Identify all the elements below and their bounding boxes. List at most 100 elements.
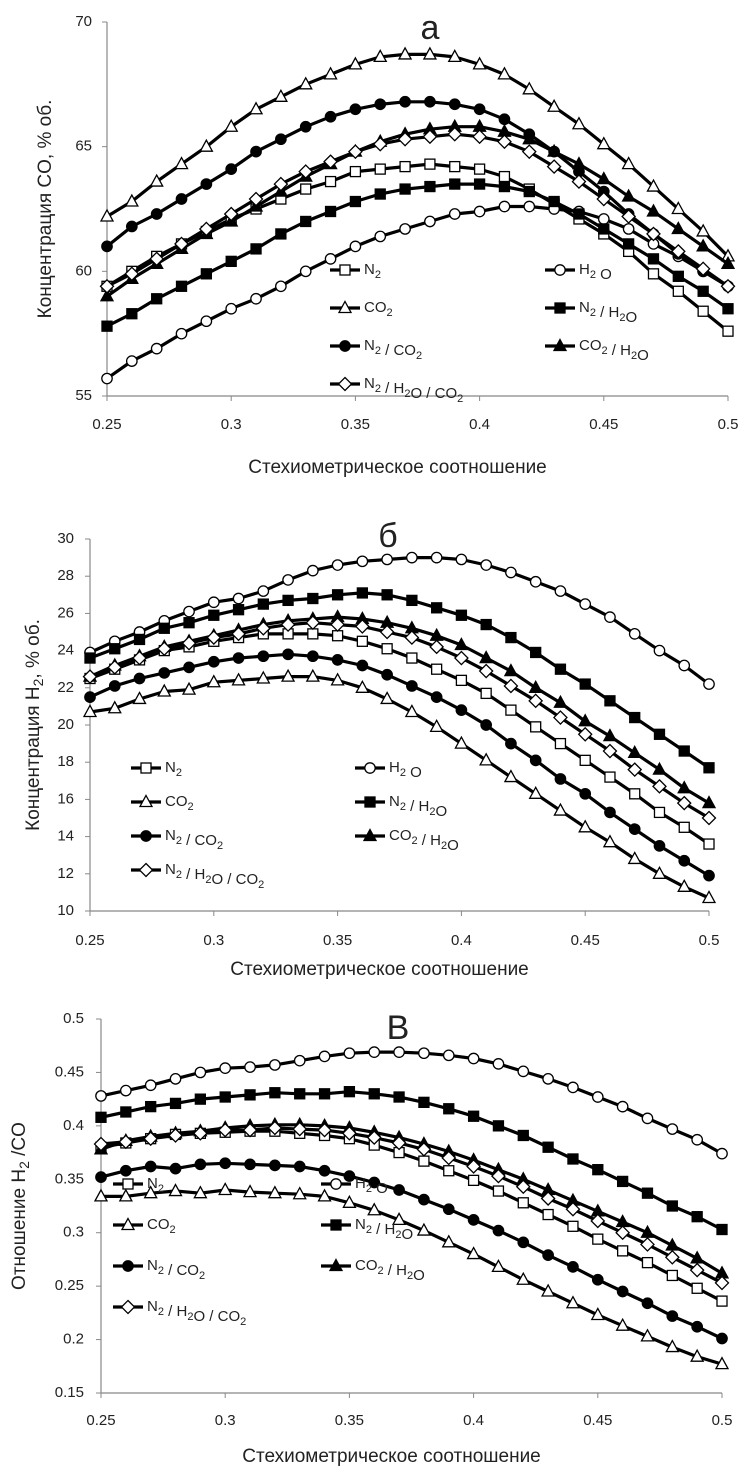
- data-point: [695, 261, 711, 277]
- data-point: [430, 691, 443, 703]
- x-tick-label: 0.5: [712, 1412, 733, 1429]
- y-tick-label: 0.25: [55, 1277, 84, 1294]
- data-point: [467, 1110, 480, 1122]
- data-point: [678, 854, 691, 867]
- series-N2-H2O: [95, 1086, 728, 1236]
- data-point: [306, 564, 319, 577]
- data-point: [441, 1150, 457, 1166]
- data-point: [473, 163, 486, 175]
- data-point: [646, 178, 661, 192]
- legend-marker: [138, 862, 154, 878]
- data-point: [406, 594, 418, 607]
- data-point: [406, 652, 418, 664]
- data-point: [293, 1054, 306, 1067]
- data-point: [342, 1194, 357, 1208]
- legend-label: N2: [165, 759, 182, 779]
- data-point: [343, 1170, 356, 1182]
- data-point: [554, 585, 567, 597]
- data-point: [616, 1100, 629, 1113]
- data-point: [455, 553, 468, 566]
- data-point: [720, 278, 736, 294]
- data-point: [590, 1213, 606, 1229]
- data-point: [602, 728, 618, 742]
- series-line: [100, 1050, 723, 1155]
- data-point: [640, 1328, 655, 1342]
- data-point: [602, 743, 618, 759]
- data-point: [381, 643, 393, 655]
- data-point: [571, 174, 587, 189]
- data-point: [280, 617, 296, 632]
- data-point: [716, 1147, 728, 1160]
- data-point: [282, 594, 294, 607]
- data-point: [183, 617, 195, 629]
- data-point: [84, 691, 96, 703]
- data-point: [331, 654, 344, 666]
- x-tick-label: 0.35: [323, 932, 352, 949]
- data-point: [354, 619, 370, 634]
- data-point: [627, 851, 642, 865]
- data-point: [678, 821, 690, 833]
- series-line: [106, 132, 729, 288]
- series-line: [101, 1188, 723, 1366]
- data-point: [175, 193, 188, 205]
- series-CO2: [99, 46, 736, 262]
- y-tick-label: 65: [75, 138, 92, 155]
- data-point: [356, 659, 369, 672]
- data-point: [143, 1185, 158, 1199]
- data-point: [269, 1059, 281, 1071]
- data-point: [422, 129, 438, 145]
- data-point: [399, 160, 411, 173]
- data-point: [418, 1096, 430, 1108]
- legend-marker: [120, 1217, 136, 1231]
- series-N2-CO2: [95, 1157, 728, 1345]
- data-point: [218, 1182, 233, 1196]
- data-point: [95, 1171, 107, 1183]
- data-point: [248, 191, 264, 207]
- data-point: [479, 650, 494, 664]
- data-point: [541, 1283, 556, 1297]
- data-point: [696, 238, 711, 252]
- panel-letter: б: [378, 517, 397, 555]
- legend-marker: [362, 828, 378, 842]
- y-tick-label: 0.4: [63, 1117, 84, 1134]
- data-point: [455, 609, 468, 621]
- data-point: [479, 752, 494, 766]
- legend-marker: [364, 762, 376, 774]
- data-point: [109, 643, 121, 655]
- data-point: [108, 680, 121, 692]
- data-point: [151, 293, 163, 305]
- data-point: [592, 1233, 604, 1245]
- data-point: [430, 602, 443, 614]
- data-point: [101, 240, 113, 253]
- data-point: [82, 669, 98, 685]
- data-point: [174, 236, 189, 252]
- data-point: [257, 650, 270, 663]
- data-point: [553, 802, 568, 816]
- data-point: [553, 710, 568, 725]
- data-point: [498, 170, 511, 183]
- data-point: [641, 1297, 654, 1310]
- data-point: [267, 1120, 283, 1136]
- data-point: [616, 1175, 629, 1188]
- data-point: [604, 771, 616, 783]
- data-point: [275, 280, 287, 293]
- y-tick-label: 16: [57, 790, 74, 807]
- data-point: [515, 1179, 531, 1195]
- data-point: [577, 726, 593, 742]
- data-point: [542, 1208, 554, 1221]
- chart-panel-2: 10 12 14 16 18 20 22 24 26 28 30 0.25 0.3 0.35 0.4 0.45…: [23, 517, 719, 980]
- data-point: [677, 780, 692, 794]
- data-point: [406, 551, 418, 564]
- data-point: [133, 633, 146, 646]
- legend-marker: [140, 762, 152, 774]
- data-point: [472, 129, 488, 145]
- data-point: [701, 890, 717, 904]
- data-point: [391, 1212, 407, 1226]
- data-point: [714, 1356, 730, 1370]
- data-point: [381, 589, 393, 601]
- data-point: [248, 101, 264, 115]
- data-point: [628, 823, 641, 836]
- y-tick-label: 20: [57, 716, 74, 733]
- data-point: [169, 1162, 182, 1175]
